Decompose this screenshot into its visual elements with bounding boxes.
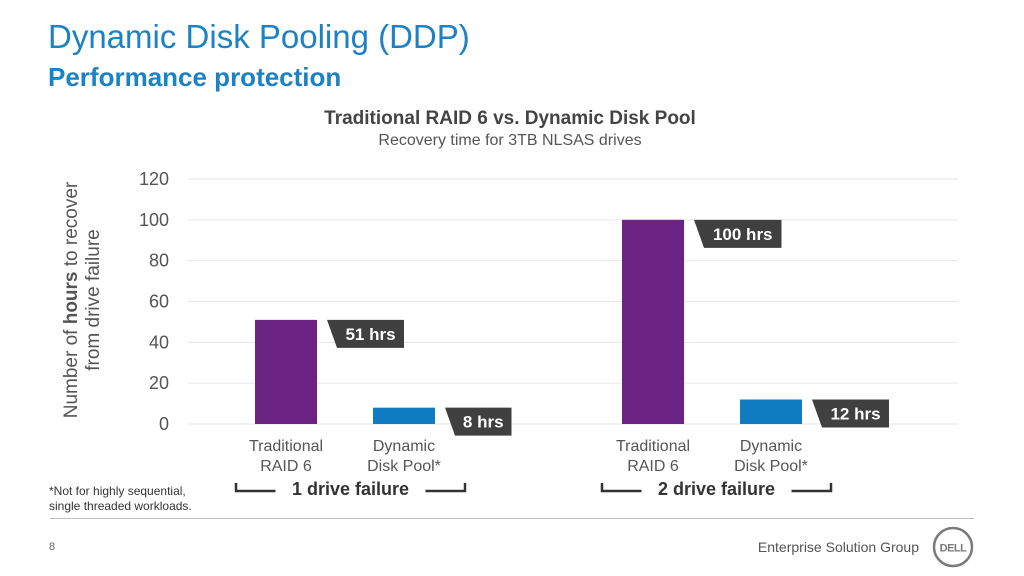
x-category-label: Traditional (616, 438, 690, 455)
bar (373, 407, 435, 424)
slide-title: Dynamic Disk Pooling (DDP) (48, 18, 470, 55)
data-label: 51 hrs (345, 325, 395, 344)
y-tick-label: 0 (159, 414, 169, 434)
bar (740, 399, 802, 424)
y-tick-label: 60 (149, 292, 169, 312)
x-category-label: Dynamic (740, 438, 802, 455)
y-tick-label: 120 (139, 169, 169, 189)
dell-logo: DELL (932, 526, 974, 568)
x-category-label: Dynamic (373, 438, 435, 455)
bar (622, 219, 684, 424)
page-number: 8 (49, 541, 56, 553)
group-bracket-left (234, 483, 276, 493)
data-label: 8 hrs (463, 413, 504, 432)
y-tick-label: 40 (149, 332, 169, 352)
chart-title: Traditional RAID 6 vs. Dynamic Disk Pool (324, 108, 696, 129)
slide-subtitle: Performance protection (48, 62, 342, 92)
footnote-line1: *Not for highly sequential, (49, 484, 186, 498)
x-category-label: Disk Pool* (367, 458, 441, 475)
data-label-box (327, 319, 404, 348)
group-bracket-right (791, 483, 833, 493)
y-tick-label: 80 (149, 251, 169, 271)
data-label: 12 hrs (830, 405, 880, 424)
group-label: 2 drive failure (658, 479, 775, 499)
data-label: 100 hrs (713, 225, 773, 244)
group-label: 1 drive failure (292, 479, 409, 499)
data-label-box (694, 219, 782, 248)
group-bracket-right (425, 483, 467, 493)
chart-subtitle: Recovery time for 3TB NLSAS drives (378, 132, 642, 149)
group-bracket-left (600, 483, 642, 493)
x-category-label: RAID 6 (627, 458, 679, 475)
x-category-label: Disk Pool* (734, 458, 808, 475)
data-label-box (812, 399, 889, 428)
dell-logo-text: DELL (940, 543, 968, 555)
x-category-label: RAID 6 (260, 458, 312, 475)
y-tick-label: 100 (139, 210, 169, 230)
footer-divider (50, 518, 974, 519)
footer-org-name: Enterprise Solution Group (757, 539, 919, 555)
x-category-label: Traditional (249, 438, 323, 455)
data-label-box (445, 407, 512, 436)
y-tick-label: 20 (149, 373, 169, 393)
footnote-line2: single threaded workloads. (49, 499, 192, 513)
bar (255, 319, 317, 424)
footnote: *Not for highly sequential, single threa… (49, 484, 192, 514)
